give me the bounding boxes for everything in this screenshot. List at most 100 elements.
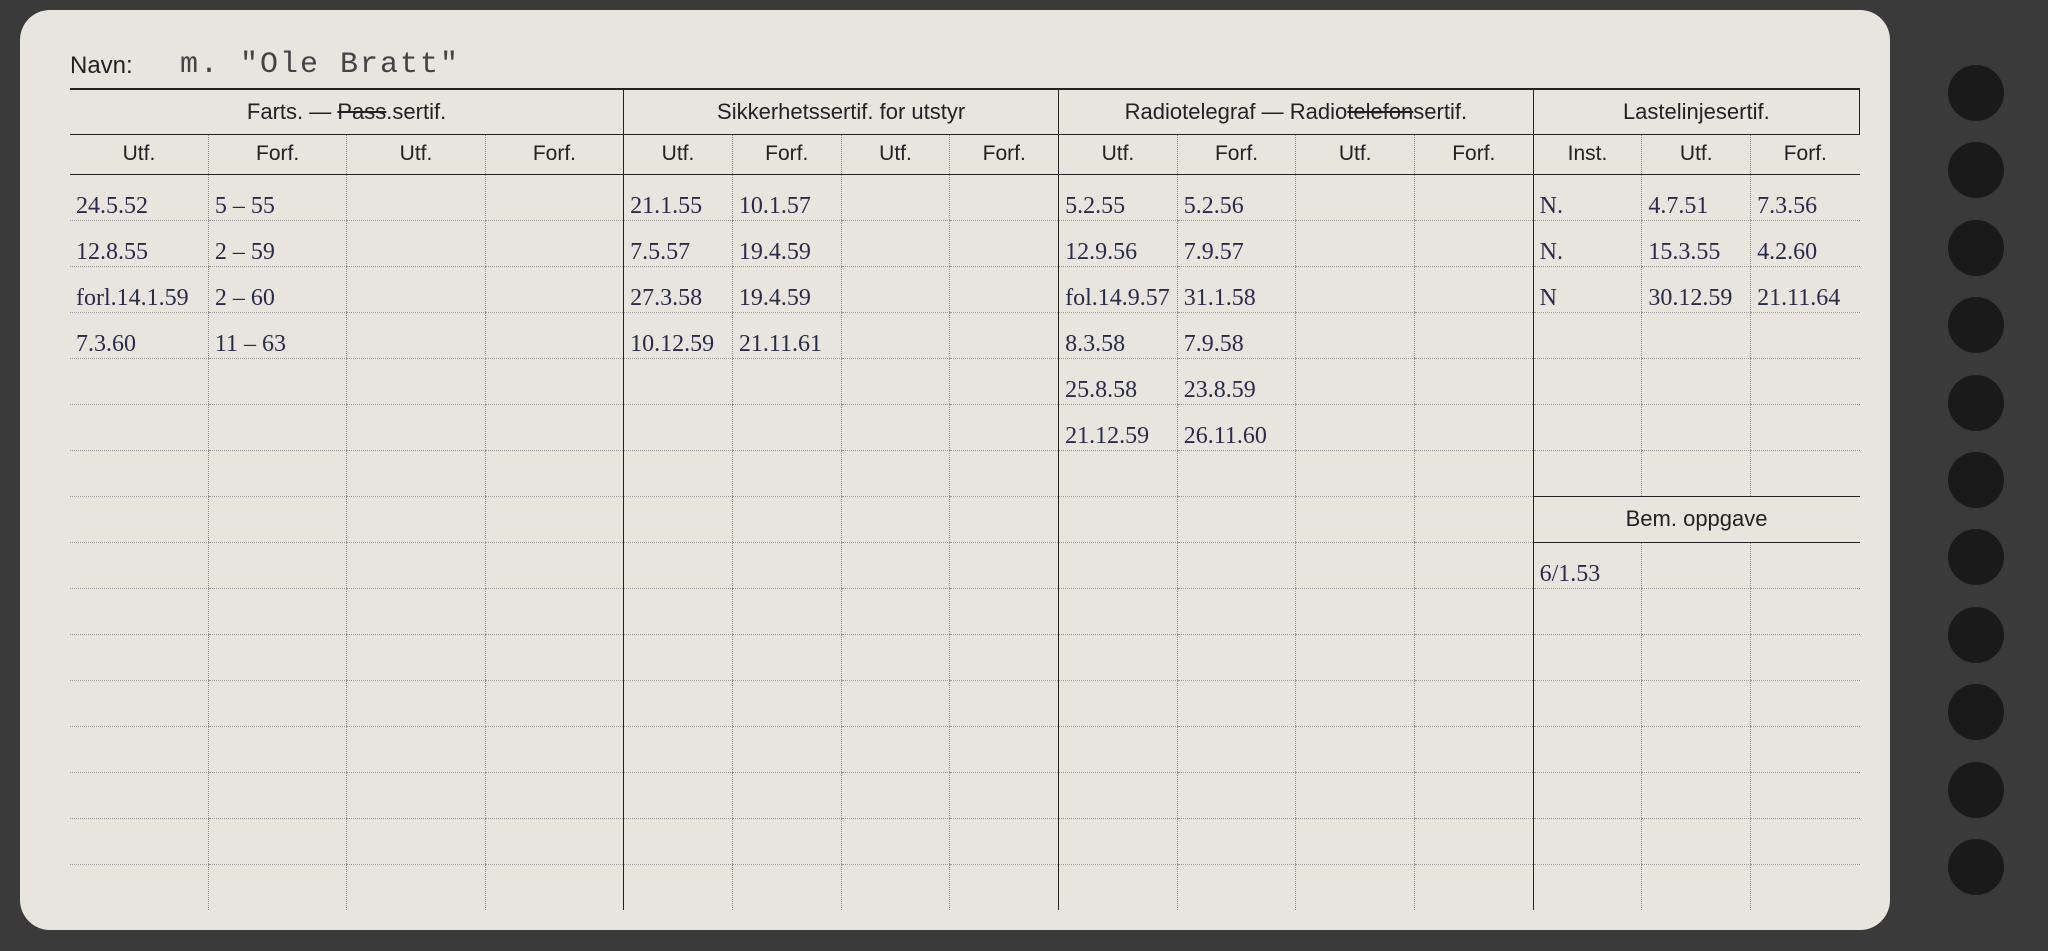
cell: 21.1.55 xyxy=(624,174,733,220)
cell xyxy=(70,358,208,404)
cell xyxy=(1296,680,1415,726)
sub-utf-2: Utf. xyxy=(347,134,485,174)
cell xyxy=(1296,220,1415,266)
cell xyxy=(1177,818,1296,864)
bem-cell xyxy=(1751,542,1860,588)
sub-forf-6: Forf. xyxy=(1415,134,1534,174)
bem-cell: 6/1.53 xyxy=(1533,542,1642,588)
cell xyxy=(1177,588,1296,634)
cell xyxy=(1296,772,1415,818)
cell xyxy=(1415,312,1534,358)
cell: N. xyxy=(1533,174,1642,220)
table-row: 6/1.53 xyxy=(70,542,1860,588)
group-sikkerhet: Sikkerhetssertif. for utstyr xyxy=(624,90,1059,134)
cell xyxy=(208,450,346,496)
cell xyxy=(950,680,1059,726)
sub-utf-7: Utf. xyxy=(1642,134,1751,174)
table-row: 25.8.58 23.8.59 xyxy=(70,358,1860,404)
bem-cell xyxy=(1751,588,1860,634)
cell xyxy=(1177,680,1296,726)
cell xyxy=(624,818,733,864)
cell xyxy=(1751,312,1860,358)
bem-cell xyxy=(1533,726,1642,772)
cell xyxy=(1415,266,1534,312)
cell: 11 – 63 xyxy=(208,312,346,358)
cell xyxy=(485,680,623,726)
cell xyxy=(841,588,950,634)
cell xyxy=(208,634,346,680)
cell: 7.5.57 xyxy=(624,220,733,266)
cell xyxy=(70,864,208,910)
cell: 2 – 59 xyxy=(208,220,346,266)
cell: N. xyxy=(1533,220,1642,266)
index-card: Navn: m. "Ole Bratt" Farts. — Pass.serti… xyxy=(20,10,1890,930)
cell xyxy=(950,266,1059,312)
bem-cell xyxy=(1751,680,1860,726)
cell xyxy=(624,864,733,910)
cell: 19.4.59 xyxy=(732,220,841,266)
table-row xyxy=(70,726,1860,772)
cell xyxy=(732,358,841,404)
cell xyxy=(208,404,346,450)
group-farts: Farts. — Pass.sertif. xyxy=(70,90,624,134)
cell xyxy=(950,312,1059,358)
cell xyxy=(70,542,208,588)
cell xyxy=(1751,450,1860,496)
cell xyxy=(208,588,346,634)
cell xyxy=(1415,680,1534,726)
cell xyxy=(1533,312,1642,358)
cell xyxy=(485,404,623,450)
binder-hole-icon xyxy=(1948,65,2004,121)
cell xyxy=(841,312,950,358)
cell xyxy=(1296,312,1415,358)
cell xyxy=(1177,726,1296,772)
cell xyxy=(841,174,950,220)
cell xyxy=(1415,772,1534,818)
cell xyxy=(347,496,485,542)
cell xyxy=(1415,496,1534,542)
cell xyxy=(841,542,950,588)
cell xyxy=(347,726,485,772)
bem-cell xyxy=(1642,542,1751,588)
cell xyxy=(208,726,346,772)
binder-hole-icon xyxy=(1948,452,2004,508)
cell xyxy=(732,542,841,588)
cell xyxy=(1059,542,1178,588)
cell xyxy=(347,772,485,818)
cell xyxy=(950,634,1059,680)
cell: 2 – 60 xyxy=(208,266,346,312)
bem-cell xyxy=(1533,864,1642,910)
cell: 7.9.58 xyxy=(1177,312,1296,358)
cell xyxy=(950,220,1059,266)
bem-cell xyxy=(1642,588,1751,634)
table-row xyxy=(70,450,1860,496)
cell xyxy=(347,450,485,496)
cell xyxy=(347,404,485,450)
cell xyxy=(1177,542,1296,588)
cell xyxy=(208,818,346,864)
cell xyxy=(624,726,733,772)
cell xyxy=(70,818,208,864)
cell xyxy=(841,726,950,772)
binder-hole-icon xyxy=(1948,375,2004,431)
cell xyxy=(1296,864,1415,910)
cell xyxy=(841,864,950,910)
bem-header-row: Bem. oppgave xyxy=(70,496,1860,542)
table-body: 24.5.52 5 – 55 21.1.55 10.1.57 5.2.55 5.… xyxy=(70,174,1860,910)
cell xyxy=(347,266,485,312)
cell xyxy=(1415,358,1534,404)
cell xyxy=(950,772,1059,818)
table-row: 7.3.60 11 – 63 10.12.59 21.11.61 8.3.58 … xyxy=(70,312,1860,358)
cell: 23.8.59 xyxy=(1177,358,1296,404)
cell xyxy=(1296,634,1415,680)
sub-utf-6: Utf. xyxy=(1296,134,1415,174)
sub-utf-3: Utf. xyxy=(624,134,733,174)
cell: 10.1.57 xyxy=(732,174,841,220)
cell xyxy=(1415,726,1534,772)
cell xyxy=(347,864,485,910)
binder-hole-icon xyxy=(1948,839,2004,895)
cell xyxy=(732,864,841,910)
cell: 24.5.52 xyxy=(70,174,208,220)
cell xyxy=(1642,358,1751,404)
sub-forf-1: Forf. xyxy=(208,134,346,174)
